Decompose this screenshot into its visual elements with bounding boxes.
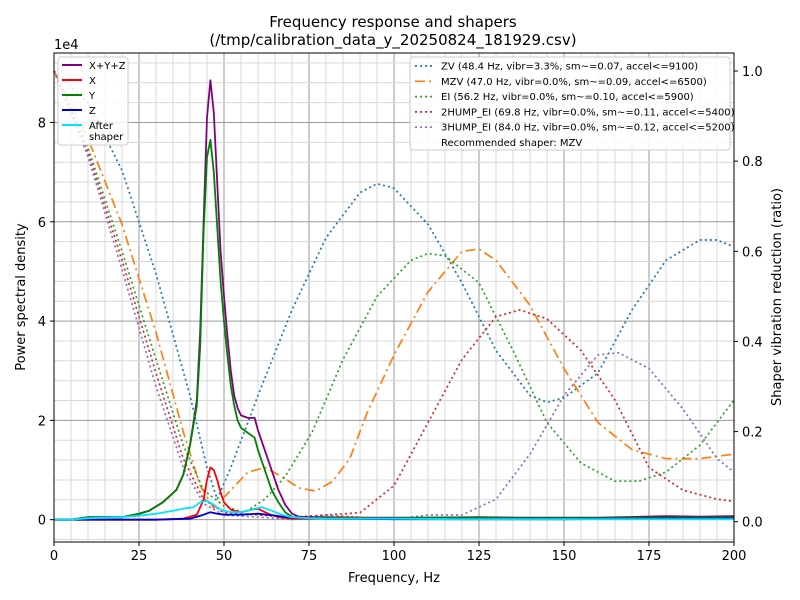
- psd-legend-label: Z: [89, 106, 96, 117]
- x-tick-label: 25: [131, 549, 148, 564]
- x-tick-label: 0: [50, 549, 58, 564]
- left-y-axis-label: Power spectral density: [14, 223, 29, 371]
- right-y-tick-label: 1.0: [742, 65, 763, 80]
- right-y-tick-label: 0.6: [742, 245, 763, 260]
- shaper-legend-box: [409, 56, 731, 151]
- shaper-legend: ZV (48.4 Hz, vibr=3.3%, sm~=0.07, accel<…: [409, 56, 735, 151]
- right-y-tick-label: 0.4: [742, 335, 763, 350]
- shaper-legend-label: 2HUMP_EI (69.8 Hz, vibr=0.0%, sm~=0.11, …: [441, 107, 735, 118]
- psd-legend-label: shaper: [89, 132, 124, 143]
- psd-series-group: [54, 79, 735, 521]
- right-y-axis-label: Shaper vibration reduction (ratio): [770, 188, 785, 406]
- right-y-tick-label: 0.8: [742, 155, 763, 170]
- left-y-tick-label: 0: [38, 514, 46, 529]
- x-tick-label: 125: [467, 549, 492, 564]
- shaper-line-mzv: [53, 70, 735, 510]
- right-y-tick-label: 0.2: [742, 426, 763, 441]
- x-tick-label: 100: [382, 549, 407, 564]
- shaper-line-ei: [53, 70, 735, 514]
- x-tick-label: 50: [216, 549, 233, 564]
- right-y-tick-label: 0.0: [742, 516, 763, 531]
- shaper-legend-label: EI (56.2 Hz, vibr=0.0%, sm~=0.10, accel<…: [441, 92, 694, 103]
- axis-ticks: 0 25 50 75 100 125 150 175 200 0 2 4 6 8 0.0 0.2 0.4 0.6 0…: [38, 65, 763, 564]
- left-axis-scale-label: 1e4: [54, 38, 79, 53]
- chart-title-line-2: (/tmp/calibration_data_y_20250824_181929…: [209, 31, 576, 50]
- x-tick-label: 150: [552, 549, 577, 564]
- shaper-series-group: [53, 70, 735, 521]
- x-tick-label: 175: [637, 549, 662, 564]
- shaper-legend-label: 3HUMP_EI (84.0 Hz, vibr=0.0%, sm~=0.12, …: [441, 123, 735, 134]
- chart-title-line-1: Frequency response and shapers: [269, 13, 517, 31]
- shaper-legend-label: MZV (47.0 Hz, vibr=0.0%, sm~=0.09, accel…: [441, 77, 707, 88]
- left-y-tick-label: 4: [38, 315, 46, 330]
- psd-line-after-shaper: [54, 499, 734, 521]
- x-tick-label: 200: [722, 549, 747, 564]
- left-y-tick-label: 2: [38, 414, 46, 429]
- left-y-tick-label: 8: [38, 117, 46, 132]
- psd-legend-label: After: [89, 121, 114, 132]
- recommended-shaper-label: Recommended shaper: MZV: [441, 138, 582, 149]
- psd-legend-label: Y: [88, 91, 96, 102]
- shaper-legend-label: ZV (48.4 Hz, vibr=3.3%, sm~=0.07, accel<…: [441, 62, 698, 73]
- shaper-line-2hump-ei: [53, 70, 735, 519]
- x-axis-label: Frequency, Hz: [348, 571, 440, 586]
- psd-legend-label: X: [89, 76, 96, 87]
- left-y-tick-label: 6: [38, 216, 46, 231]
- psd-legend-label: X+Y+Z: [89, 61, 126, 72]
- x-tick-label: 75: [301, 549, 318, 564]
